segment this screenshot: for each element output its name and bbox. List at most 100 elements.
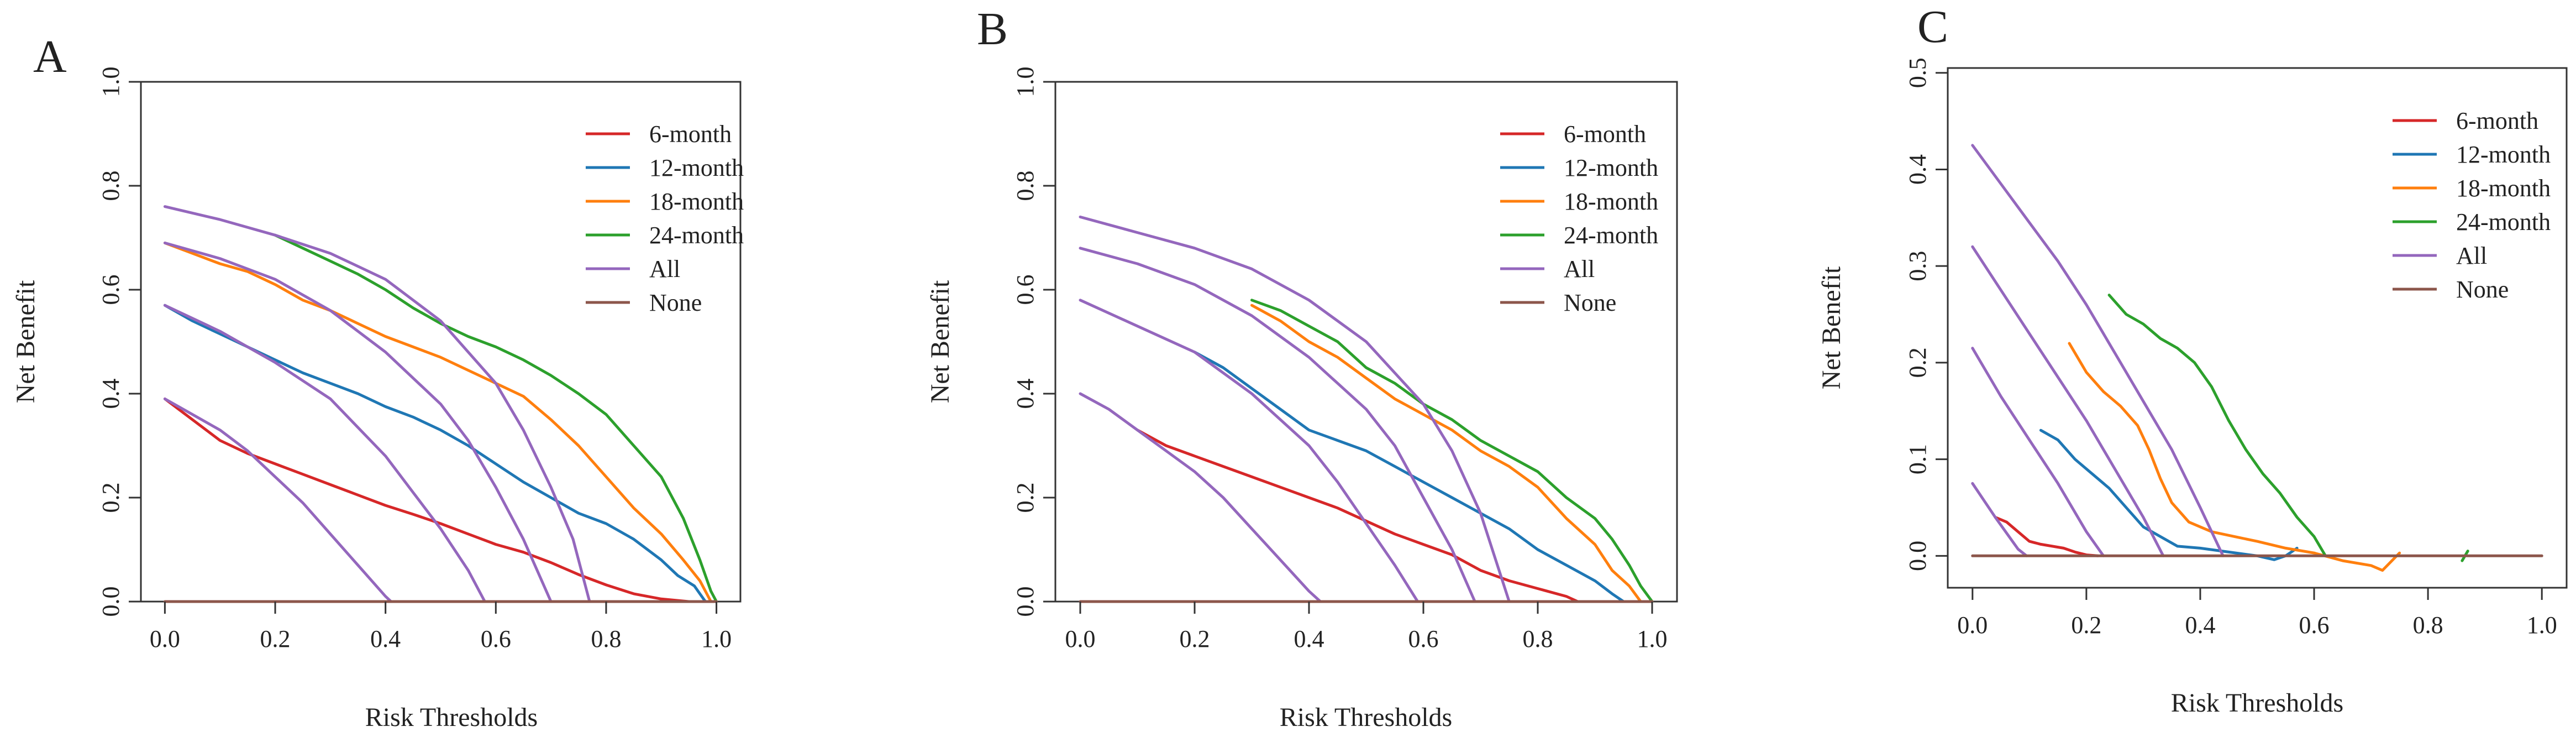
panel-a-label: A <box>33 31 67 82</box>
panel-c-legend-label-6-month: 6-month <box>2456 107 2538 134</box>
panel-b-legend: 6-month 12-month 18-month 24-month All None <box>1500 121 1658 316</box>
panel-a-ticks: 0.0 0.2 0.4 0.6 0.8 1.0 0.0 0.2 0.4 0.6 0.8 1.0 <box>97 67 732 653</box>
panel-c-y-tick-label: 0.2 <box>1904 347 1931 378</box>
panel-b-legend-label-18-month: 18-month <box>1564 188 1658 215</box>
panel-a-y-tick-label: 0.2 <box>97 483 124 513</box>
panel-a-legend-label-18-month: 18-month <box>649 188 744 215</box>
panel-b-x-tick-label: 1.0 <box>1637 625 1668 652</box>
panel-b-24-month-line <box>1250 299 1654 603</box>
panel-a-x-tick-label: 1.0 <box>701 625 732 652</box>
panel-c-x-tick-label: 0.6 <box>2299 612 2330 639</box>
panel-c-y-tick-label: 0.1 <box>1904 444 1931 474</box>
panel-b-all-line-3 <box>1079 247 1476 603</box>
panel-b-label: B <box>977 3 1008 55</box>
panel-b-x-tick-label: 0.2 <box>1180 625 1210 652</box>
panel-b-ticks: 0.0 0.2 0.4 0.6 0.8 1.0 0.0 0.2 0.4 0.6 0.8 1.0 <box>1012 67 1668 653</box>
panel-a-y-tick-label: 0.6 <box>97 275 124 305</box>
panel-c-x-tick-label: 0.4 <box>2185 612 2215 639</box>
panel-c-18-month-line <box>2068 342 2401 572</box>
panel-a-all-line-4 <box>163 205 591 603</box>
panel-c-24-month-line <box>2107 294 2327 557</box>
panel-b-marks <box>1079 215 1654 603</box>
panel-b-all-line-2 <box>1079 299 1420 603</box>
panel-b-y-tick-label: 0.8 <box>1012 171 1039 201</box>
panel-c-legend-label-all: All <box>2456 242 2487 269</box>
panel-a-legend-label-12-month: 12-month <box>649 154 744 181</box>
panel-a-x-tick-label: 0.6 <box>481 625 511 652</box>
panel-a-6-month-line <box>163 397 691 603</box>
panel-c-x-tick-label: 0.8 <box>2413 612 2443 639</box>
panel-b-legend-label-all: All <box>1564 255 1595 283</box>
panel-a-24-month-line <box>274 233 718 603</box>
panel-a-legend-label-none: None <box>649 289 702 316</box>
panel-b-all-line-1 <box>1079 392 1322 603</box>
panel-c-all-line-1 <box>1971 482 2028 557</box>
panel-b-legend-label-none: None <box>1564 289 1616 316</box>
panel-b-12-month-line <box>1193 351 1625 603</box>
panel-b-y-tick-label: 0.4 <box>1012 379 1039 409</box>
panel-c-legend: 6-month 12-month 18-month 24-month All None <box>2393 107 2551 303</box>
panel-c-y-axis-title: Net Benefit <box>1817 266 1846 389</box>
panel-b-x-axis-title: Risk Thresholds <box>1280 703 1452 732</box>
panel-c-legend-label-24-month: 24-month <box>2456 208 2551 236</box>
panel-c-x-tick-label: 1.0 <box>2527 612 2557 639</box>
panel-b-y-tick-label: 0.2 <box>1012 483 1039 513</box>
panel-a: A 0.0 0.2 0.4 0.6 0.8 1.0 0.0 0.2 0.4 0.6 0.8 1.0 R… <box>11 31 744 732</box>
panel-b-legend-label-24-month: 24-month <box>1564 222 1658 249</box>
panel-b-y-tick-label: 1.0 <box>1012 67 1039 97</box>
panel-c-all-line-3 <box>1971 245 2165 557</box>
panel-c-6-month-line <box>1994 516 2099 557</box>
panel-c-x-tick-label: 0.0 <box>1957 612 1988 639</box>
panel-b: B 0.0 0.2 0.4 0.6 0.8 1.0 0.0 0.2 0.4 0.6 0.8 1.0 R… <box>926 3 1678 732</box>
panel-b-x-tick-label: 0.6 <box>1408 625 1439 652</box>
panel-a-y-tick-label: 0.4 <box>97 379 124 409</box>
panel-c-plot-frame <box>1947 67 2568 589</box>
panel-c: C 0.0 0.2 0.4 0.6 0.8 1.0 0.0 0.1 0.2 0.3 0.4 0.5 R… <box>1817 1 2568 718</box>
panel-c-legend-label-12-month: 12-month <box>2456 141 2551 168</box>
panel-b-x-tick-label: 0.8 <box>1523 625 1553 652</box>
panel-c-x-axis-title: Risk Thresholds <box>2171 688 2343 718</box>
panel-a-legend-label-all: All <box>649 255 680 283</box>
panel-b-all-line-4 <box>1079 215 1511 603</box>
panel-b-legend-label-6-month: 6-month <box>1564 121 1646 148</box>
panel-b-x-tick-label: 0.0 <box>1065 625 1096 652</box>
panel-c-y-tick-label: 0.5 <box>1904 58 1931 88</box>
panel-b-6-month-line <box>1136 429 1579 603</box>
panel-a-x-tick-label: 0.8 <box>591 625 621 652</box>
panel-a-x-tick-label: 0.0 <box>150 625 180 652</box>
panel-c-y-tick-label: 0.4 <box>1904 154 1931 185</box>
panel-a-all-line-1 <box>163 397 393 603</box>
panel-b-18-month-line <box>1250 304 1642 603</box>
panel-c-legend-label-18-month: 18-month <box>2456 175 2551 202</box>
panel-a-y-tick-label: 0.0 <box>97 587 124 617</box>
panel-b-legend-label-12-month: 12-month <box>1564 154 1658 181</box>
panel-c-all-line-4 <box>1971 144 2225 557</box>
panel-c-all-line-2 <box>1971 347 2105 557</box>
panel-c-ticks: 0.0 0.2 0.4 0.6 0.8 1.0 0.0 0.1 0.2 0.3 0.4 0.5 <box>1904 58 2557 639</box>
panel-c-x-tick-label: 0.2 <box>2071 612 2101 639</box>
panel-c-y-tick-label: 0.3 <box>1904 251 1931 281</box>
panel-c-y-tick-label: 0.0 <box>1904 541 1931 571</box>
panel-a-y-axis-title: Net Benefit <box>11 280 40 403</box>
panel-a-x-axis-title: Risk Thresholds <box>365 703 538 732</box>
panel-b-y-tick-label: 0.0 <box>1012 587 1039 617</box>
panel-a-legend: 6-month 12-month 18-month 24-month All None <box>586 121 744 316</box>
panel-b-x-tick-label: 0.4 <box>1294 625 1324 652</box>
panel-c-marks <box>1971 144 2543 572</box>
panel-c-12-month-line <box>2039 429 2299 561</box>
panel-a-legend-label-24-month: 24-month <box>649 222 744 249</box>
panel-a-all-line-2 <box>163 304 486 603</box>
panel-a-y-tick-label: 1.0 <box>97 67 124 97</box>
panel-c-legend-label-none: None <box>2456 276 2509 303</box>
panel-b-y-tick-label: 0.6 <box>1012 275 1039 305</box>
panel-a-y-tick-label: 0.8 <box>97 171 124 201</box>
panel-a-x-tick-label: 0.2 <box>260 625 291 652</box>
panel-a-x-tick-label: 0.4 <box>370 625 401 652</box>
panel-a-legend-label-6-month: 6-month <box>649 121 732 148</box>
panel-c-label: C <box>1917 1 1948 53</box>
panel-a-marks <box>163 205 718 603</box>
panel-b-y-axis-title: Net Benefit <box>926 280 955 403</box>
panel-a-18-month-line <box>163 241 713 603</box>
panel-a-all-line-3 <box>163 241 553 603</box>
